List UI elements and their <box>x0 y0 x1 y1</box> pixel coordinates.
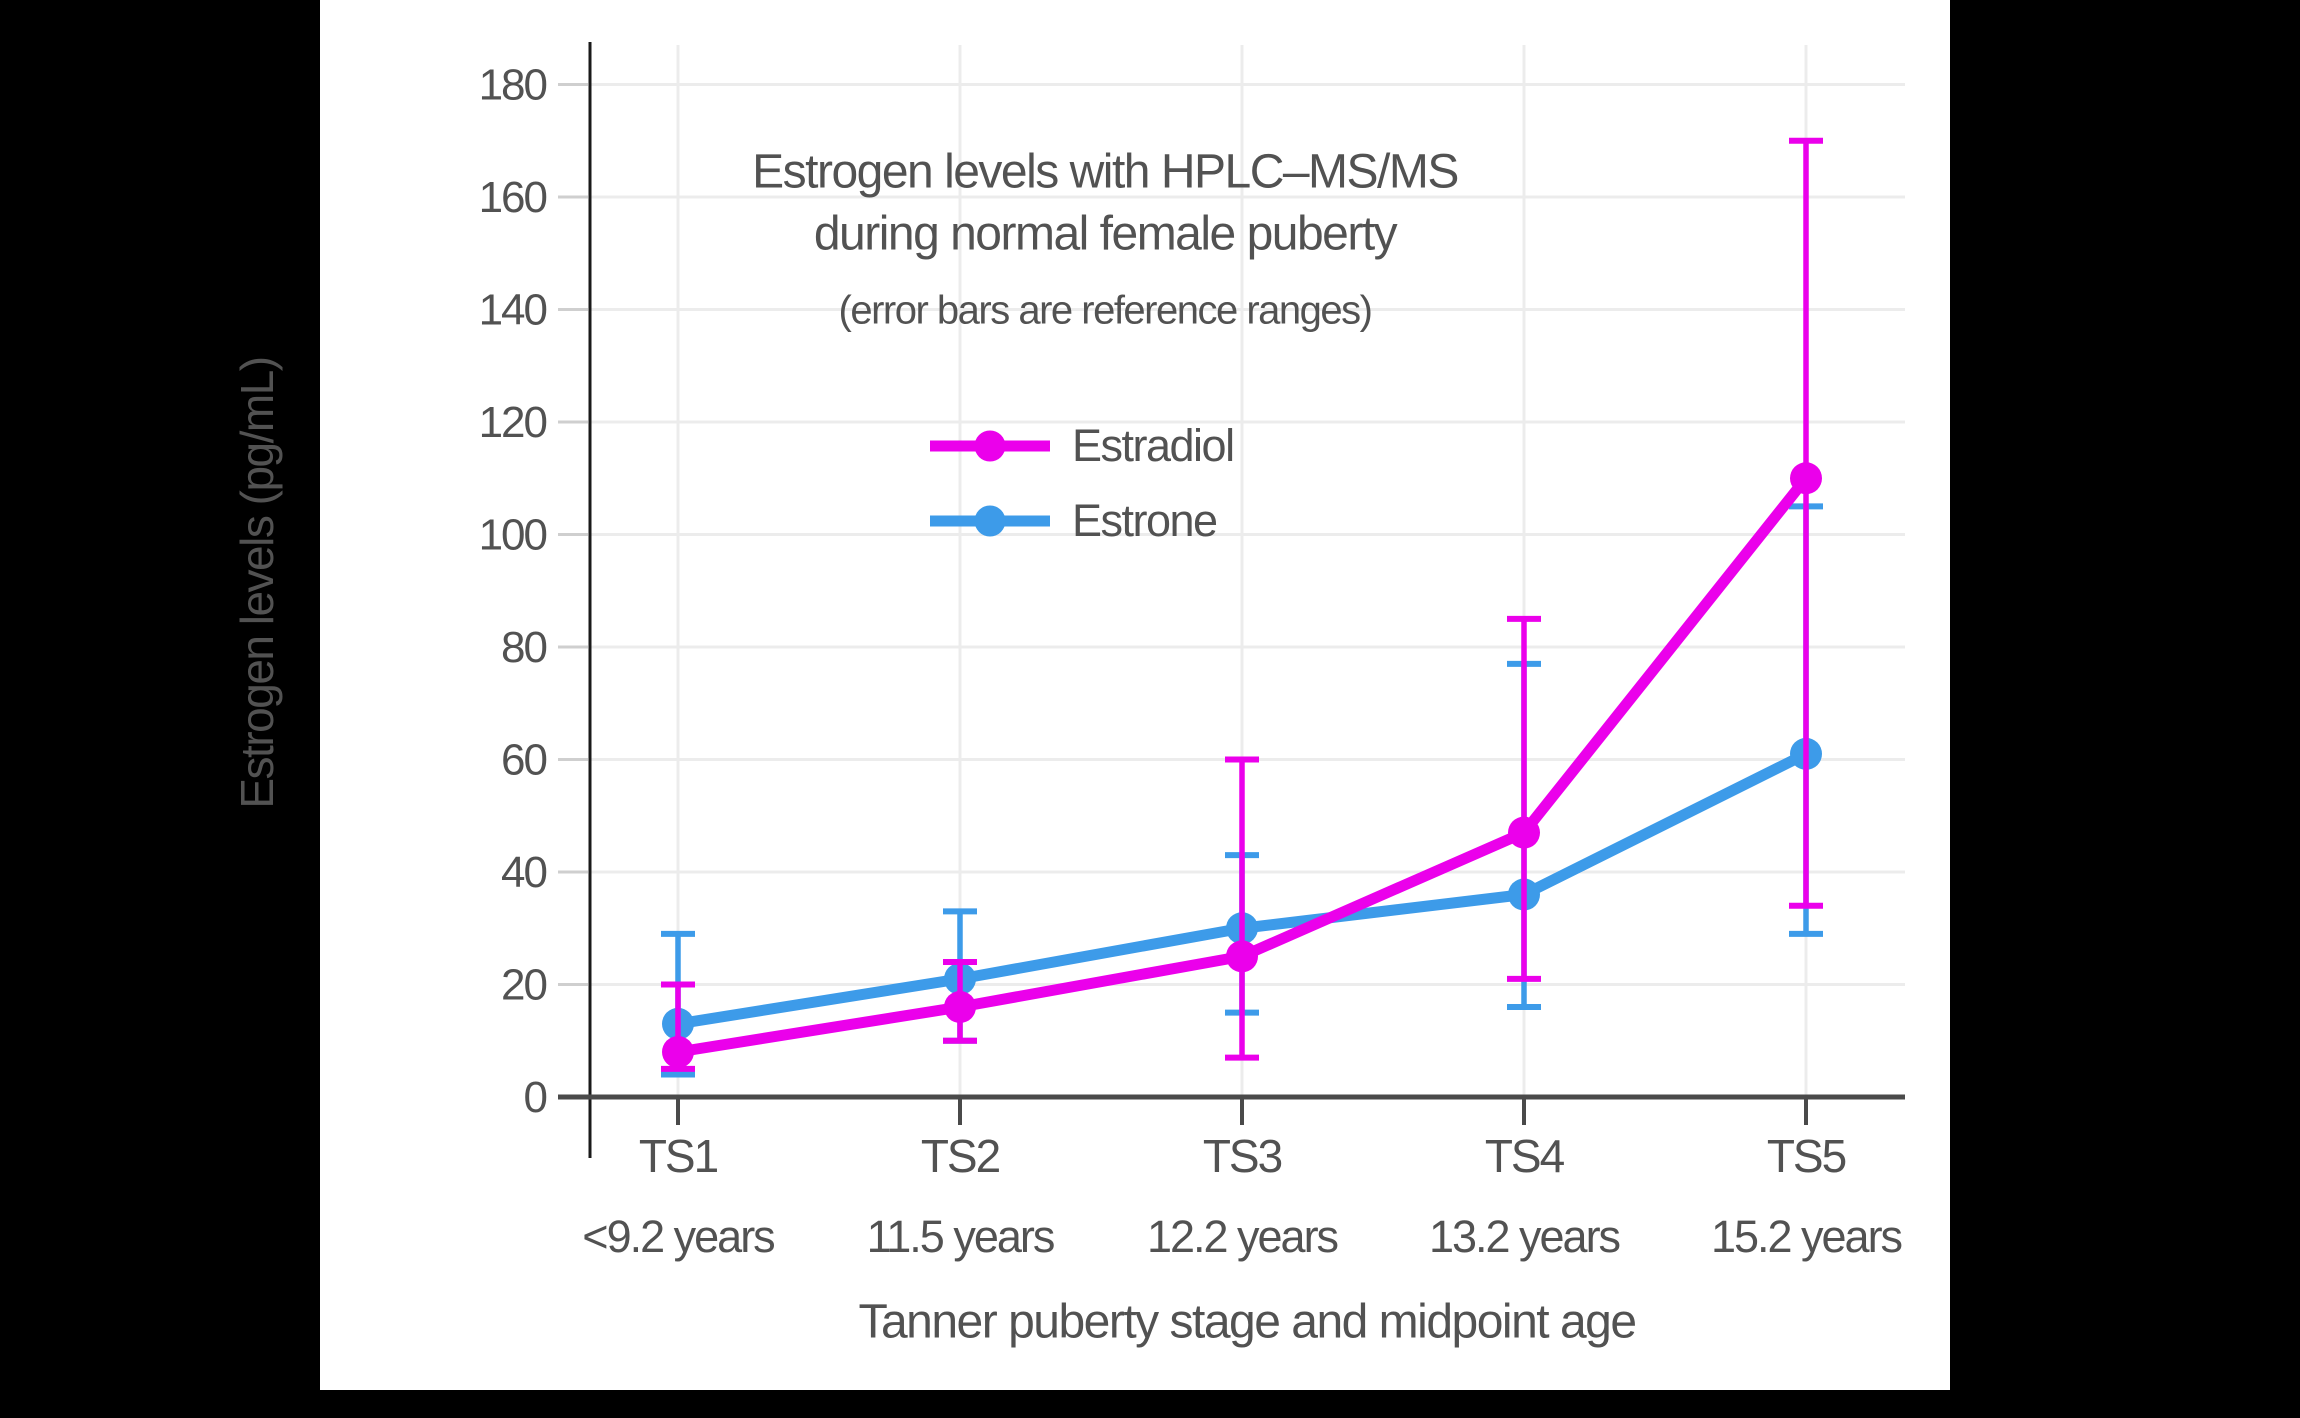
chart-subtitle: (error bars are reference ranges) <box>838 288 1373 333</box>
legend-swatch-estrone <box>930 505 1050 537</box>
y-tick-label: 100 <box>479 511 547 560</box>
x-age-label: 15.2 years <box>1711 1211 1902 1262</box>
x-tick-label: TS3 <box>1203 1130 1282 1182</box>
chart-title-line2: during normal female puberty <box>813 207 1398 261</box>
x-age-label: <9.2 years <box>582 1211 774 1262</box>
data-point-estradiol <box>662 1036 694 1068</box>
legend-label-estradiol: Estradiol <box>1072 420 1235 471</box>
legend-marker-estradiol <box>974 430 1006 462</box>
x-tick-label: TS2 <box>921 1130 1000 1182</box>
y-axis-title: Estrogen levels (pg/mL) <box>231 357 283 809</box>
x-tick-label: TS5 <box>1767 1130 1846 1182</box>
x-age-label: 11.5 years <box>867 1211 1054 1262</box>
y-tick-label: 0 <box>524 1073 547 1122</box>
x-axis-title: Tanner puberty stage and midpoint age <box>858 1295 1637 1349</box>
x-tick-label: TS1 <box>639 1130 718 1182</box>
legend-label-estrone: Estrone <box>1072 495 1218 546</box>
chart-panel <box>320 0 1950 1390</box>
y-tick-label: 40 <box>501 848 546 897</box>
y-tick-label: 120 <box>479 398 547 447</box>
data-point-estradiol <box>1508 816 1540 849</box>
data-point-estradiol <box>1226 940 1258 973</box>
legend-item-estradiol: Estradiol <box>928 420 1235 472</box>
chart-title-line1: Estrogen levels with HPLC–MS/MS <box>752 145 1459 199</box>
x-tick-label: TS4 <box>1485 1130 1565 1182</box>
y-tick-label: 160 <box>479 173 547 222</box>
legend-item-estrone: Estrone <box>928 495 1218 547</box>
legend-marker-estrone <box>974 505 1006 537</box>
y-tick-label: 20 <box>501 961 546 1010</box>
data-point-estradiol <box>1790 462 1822 495</box>
data-point-estradiol <box>944 991 976 1023</box>
legend-swatch-estradiol <box>930 430 1050 462</box>
y-tick-label: 140 <box>479 286 547 335</box>
y-tick-label: 180 <box>479 61 547 110</box>
x-age-label: 13.2 years <box>1429 1211 1620 1262</box>
y-tick-label: 60 <box>501 736 546 785</box>
y-tick-label: 80 <box>501 623 546 672</box>
x-age-label: 12.2 years <box>1147 1211 1338 1262</box>
